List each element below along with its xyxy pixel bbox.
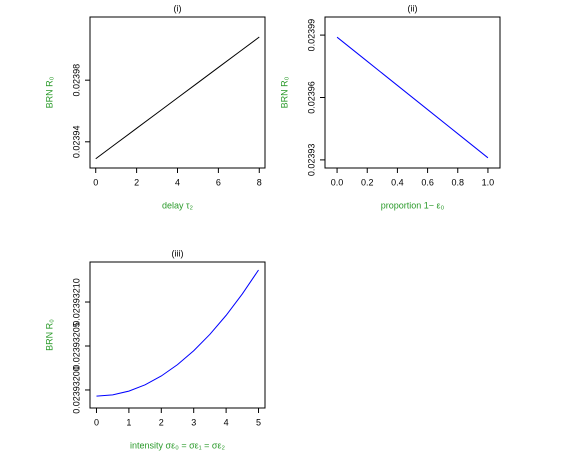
x-tick-label: 0.0 [331, 177, 344, 187]
x-tick-label: 8 [257, 177, 262, 187]
x-tick-label: 0.4 [391, 177, 404, 187]
x-tick-label: 0.6 [421, 177, 434, 187]
x-axis-label: proportion 1− ε₀ [381, 200, 445, 210]
panel-title: (i) [174, 3, 182, 13]
y-tick-label: 0.02396 [306, 81, 316, 114]
x-tick-label: 6 [216, 177, 221, 187]
y-tick-label: 0.02393205 [71, 322, 81, 370]
y-axis-label: BRN R₀ [44, 76, 54, 108]
y-tick-label: 0.02398 [71, 64, 81, 97]
data-line [95, 36, 260, 160]
y-tick-label: 0.02393200 [71, 366, 81, 414]
y-tick-label: 0.02394 [71, 126, 81, 159]
x-tick-label: 0 [93, 177, 98, 187]
x-tick-label: 4 [175, 177, 180, 187]
panel-title: (ii) [408, 3, 418, 13]
x-tick-label: 2 [134, 177, 139, 187]
x-axis-label: delay τ₂ [162, 200, 194, 210]
y-tick-label: 0.02393210 [71, 278, 81, 326]
y-tick-label: 0.02393 [306, 144, 316, 177]
data-line [336, 36, 489, 159]
x-tick-label: 0.2 [361, 177, 374, 187]
data-line [96, 269, 259, 397]
x-tick-label: 4 [224, 417, 229, 427]
x-tick-label: 1.0 [482, 177, 495, 187]
x-tick-label: 1 [126, 417, 131, 427]
x-tick-label: 0 [94, 417, 99, 427]
y-axis-label: BRN R₀ [279, 76, 289, 108]
panel-title: (iii) [172, 248, 184, 258]
x-tick-label: 0.8 [452, 177, 465, 187]
x-tick-label: 2 [159, 417, 164, 427]
y-axis-label: BRN R₀ [44, 319, 54, 351]
x-tick-label: 5 [256, 417, 261, 427]
y-tick-label: 0.02399 [306, 19, 316, 52]
plot-box [324, 16, 501, 169]
x-tick-label: 3 [191, 417, 196, 427]
x-axis-label: intensity σε₀ = σε₁ = σε₂ [130, 440, 226, 450]
plot-box [89, 16, 266, 169]
plot-box [89, 261, 266, 409]
